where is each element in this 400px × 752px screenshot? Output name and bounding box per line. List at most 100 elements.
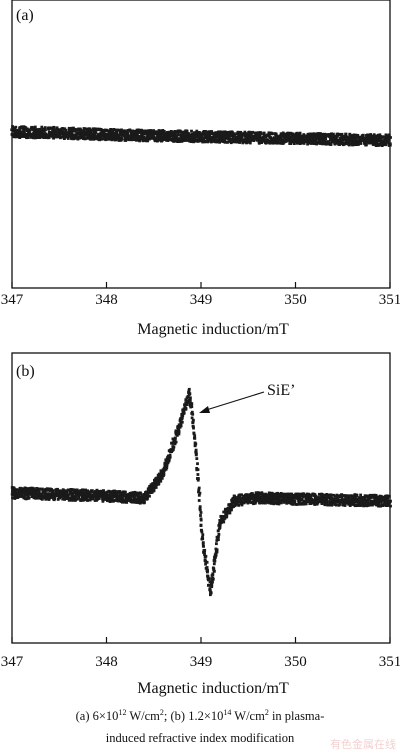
data-point-b: [217, 533, 221, 536]
data-point-b: [192, 431, 196, 435]
data-point-a: [79, 128, 83, 132]
data-point-a: [111, 135, 115, 139]
data-point-b: [246, 500, 250, 504]
data-point-b: [198, 491, 202, 495]
data-point-a: [180, 131, 183, 134]
data-point-b: [341, 503, 345, 507]
data-point-b: [247, 493, 251, 497]
data-point-a: [61, 129, 64, 132]
data-point-b: [200, 530, 204, 534]
data-point-a: [272, 136, 276, 139]
data-point-b: [332, 493, 335, 497]
data-point-a: [189, 140, 193, 143]
data-point-b: [58, 496, 62, 500]
data-point-a: [126, 129, 130, 132]
data-point-a: [94, 137, 98, 141]
data-point-b: [82, 498, 86, 502]
data-point-a: [195, 129, 199, 133]
panel-label-a: (a): [16, 7, 34, 24]
data-point-b: [389, 504, 392, 508]
data-point-a: [340, 139, 343, 143]
data-point-b: [131, 494, 135, 497]
data-point-b: [67, 493, 70, 497]
data-point-b: [203, 551, 206, 555]
data-point-a: [156, 139, 159, 143]
data-point-a: [243, 138, 247, 141]
data-point-b: [198, 508, 202, 512]
data-point-a: [54, 131, 58, 135]
data-point-b: [42, 496, 46, 500]
data-point-b: [321, 493, 325, 497]
data-point-a: [112, 128, 116, 132]
data-point-a: [348, 143, 351, 147]
data-point-a: [63, 127, 67, 131]
data-point-a: [121, 131, 125, 134]
data-point-b: [251, 492, 254, 495]
data-point-b: [181, 414, 185, 418]
data-point-a: [164, 138, 168, 141]
data-point-a: [298, 133, 301, 137]
data-point-a: [300, 141, 304, 144]
data-point-a: [190, 129, 193, 133]
data-point-a: [72, 133, 75, 137]
data-point-a: [118, 138, 121, 142]
data-point-a: [373, 134, 377, 138]
data-point-a: [199, 132, 203, 136]
data-point-a: [269, 141, 272, 145]
data-point-b: [347, 502, 350, 506]
data-point-a: [87, 131, 90, 135]
data-point-a: [279, 141, 283, 145]
data-point-b: [48, 492, 51, 496]
data-point-a: [108, 130, 112, 134]
data-point-a: [34, 128, 37, 132]
data-point-a: [138, 136, 142, 140]
data-point-a: [329, 142, 333, 145]
data-point-a: [64, 129, 67, 133]
data-point-b: [374, 494, 378, 497]
caption-text-d: W/cm: [231, 709, 265, 724]
data-point-a: [96, 128, 100, 132]
data-point-a: [356, 134, 359, 138]
data-point-b: [214, 555, 217, 559]
data-point-a: [185, 139, 189, 142]
x-tick-label-b: 347: [1, 654, 24, 670]
x-tick-label-a: 348: [95, 292, 118, 308]
data-point-a: [84, 133, 88, 136]
data-point-a: [243, 130, 247, 134]
data-point-a: [266, 134, 269, 137]
data-point-b: [228, 511, 232, 515]
data-point-a: [314, 139, 318, 143]
x-ticks-b: 347 348 349 350 351: [1, 637, 400, 670]
data-point-a: [40, 132, 43, 135]
data-point-a: [124, 129, 127, 133]
data-point-b: [273, 498, 276, 502]
data-point-a: [106, 134, 110, 138]
data-point-b: [276, 496, 280, 499]
data-point-a: [357, 142, 360, 146]
data-point-b: [215, 535, 219, 539]
data-point-b: [11, 496, 14, 500]
data-point-b: [187, 393, 191, 397]
data-point-b: [293, 501, 297, 505]
data-point-a: [152, 129, 155, 132]
data-point-b: [173, 436, 177, 440]
data-point-a: [128, 128, 132, 132]
data-point-b: [245, 493, 249, 497]
data-point-b: [330, 493, 334, 497]
data-point-a: [171, 133, 174, 136]
data-point-a: [123, 136, 127, 140]
data-point-a: [308, 137, 312, 140]
data-point-b: [300, 498, 304, 502]
x-tick-label-b: 348: [95, 654, 118, 670]
data-point-b: [99, 489, 103, 493]
data-point-a: [229, 137, 233, 141]
data-point-b: [67, 488, 71, 492]
data-point-b: [149, 483, 153, 487]
data-point-a: [365, 138, 369, 141]
data-point-b: [249, 501, 253, 504]
data-point-a: [240, 136, 244, 139]
data-point-b: [191, 412, 195, 416]
data-point-a: [51, 134, 55, 138]
data-point-b: [218, 523, 222, 527]
data-point-a: [204, 140, 208, 143]
